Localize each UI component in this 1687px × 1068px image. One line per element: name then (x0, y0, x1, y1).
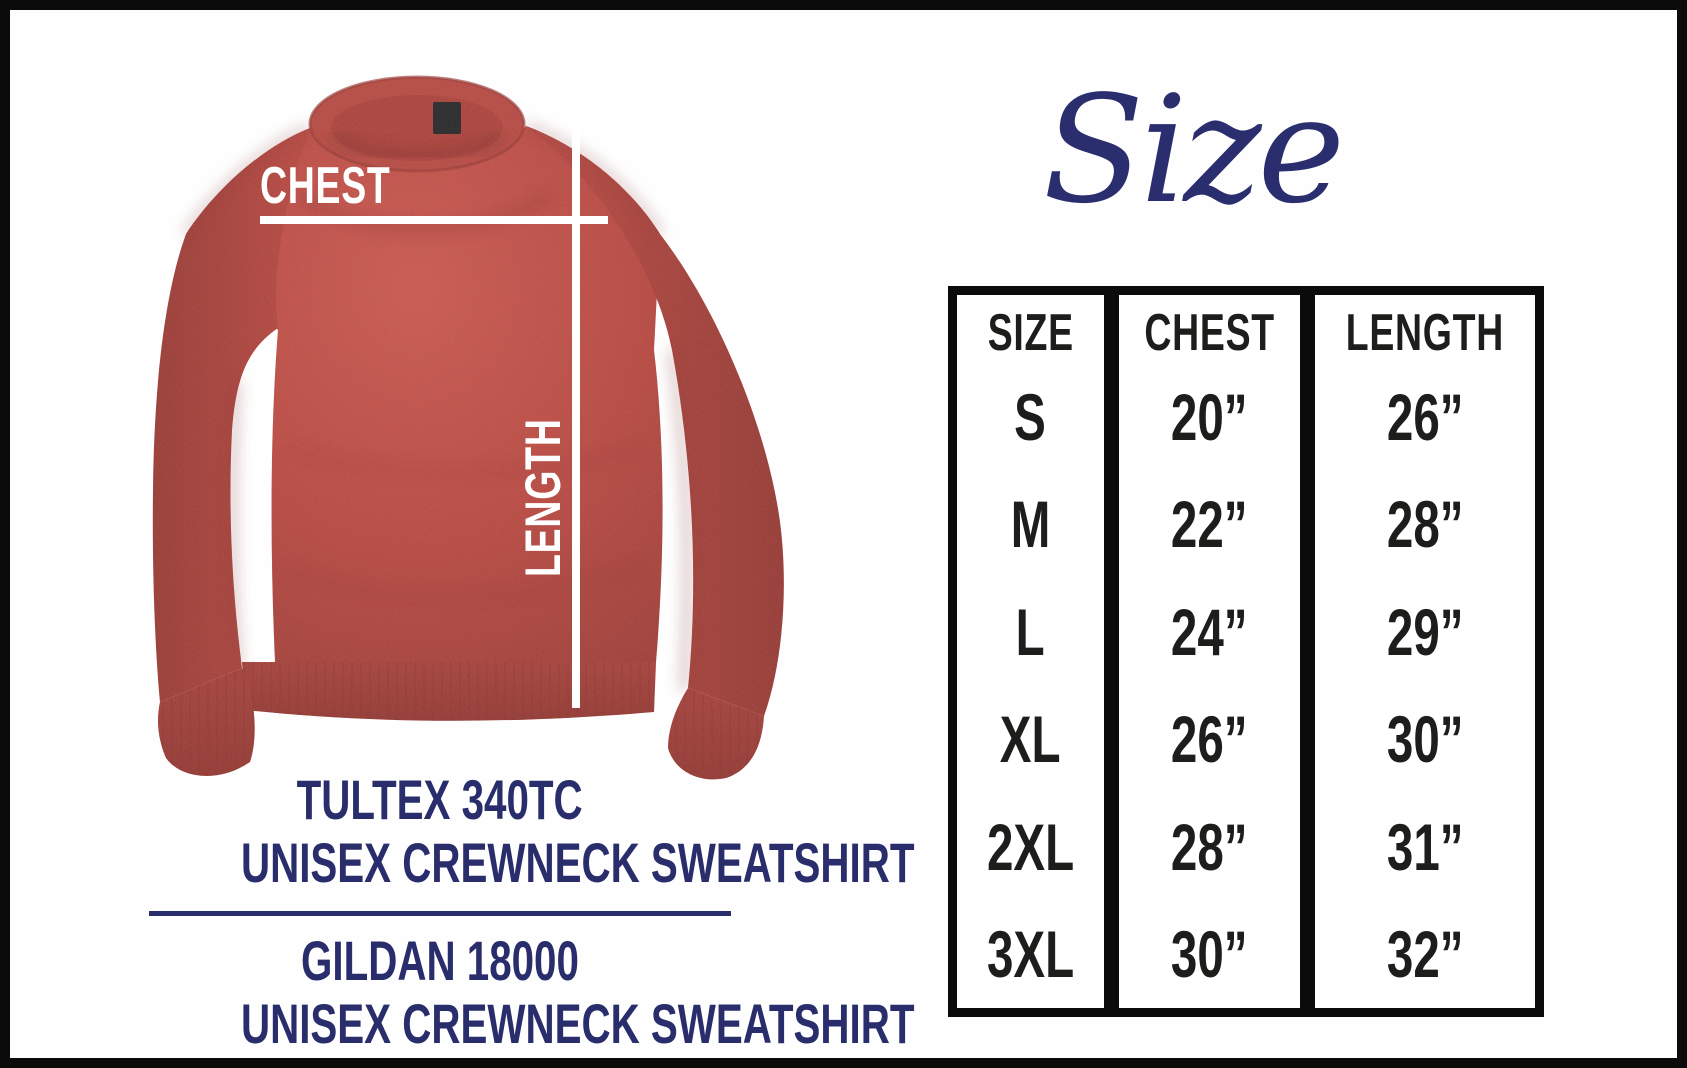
size-cell: 3XL (986, 917, 1075, 992)
length-measure-label: LENGTH (515, 418, 571, 577)
product-divider-line (149, 911, 731, 916)
chest-measure-label: CHEST (260, 160, 441, 212)
product-style-gildan: UNISEX CREWNECK SWEATSHIRT (240, 992, 915, 1055)
column-header-size: SIZE (987, 304, 1074, 362)
page-background: CHEST LENGTH TULTEX 340TC UNISEX CREWNEC… (10, 10, 1677, 1058)
product-name-gildan: GILDAN 18000 (301, 929, 579, 992)
length-cell: 32” (1386, 917, 1464, 992)
chest-cell: 22” (1171, 487, 1248, 562)
chest-measure-label-text: CHEST (260, 157, 391, 215)
product-names-block: TULTEX 340TC UNISEX CREWNECK SWEATSHIRT … (110, 768, 915, 1055)
size-cell: L (1015, 594, 1046, 669)
size-cell: S (1014, 379, 1047, 454)
column-header-chest: CHEST (1144, 304, 1275, 362)
chest-cell: 20” (1171, 379, 1248, 454)
size-cell: 2XL (986, 809, 1075, 884)
size-cell: M (1010, 487, 1051, 562)
length-cell: 31” (1386, 809, 1464, 884)
chest-cell: 28” (1171, 809, 1248, 884)
product-name-tultex: TULTEX 340TC (296, 768, 584, 831)
chest-measure-line (260, 216, 608, 224)
size-table-column-size: SIZE S M L XL 2XL 3XL (950, 288, 1111, 1015)
length-measure-label-text: LENGTH (515, 418, 571, 577)
chest-cell: 30” (1171, 917, 1248, 992)
chest-cell: 24” (1171, 594, 1248, 669)
length-cell: 28” (1386, 487, 1464, 562)
length-cell: 26” (1386, 379, 1464, 454)
length-cell: 29” (1386, 594, 1464, 669)
product-style-tultex: UNISEX CREWNECK SWEATSHIRT (240, 831, 915, 894)
chest-cell: 26” (1171, 702, 1248, 777)
size-table-column-length: LENGTH 26” 28” 29” 30” 31” 32” (1308, 288, 1542, 1015)
size-cell: XL (1000, 702, 1061, 777)
length-measure-line (572, 123, 580, 708)
column-header-length: LENGTH (1346, 304, 1505, 362)
sweatshirt-photo (152, 75, 784, 780)
length-cell: 30” (1386, 702, 1464, 777)
size-table-column-chest: CHEST 20” 22” 24” 26” 28” 30” (1111, 288, 1308, 1015)
size-table: SIZE S M L XL 2XL 3XL CHEST 20” 22” 24” … (948, 286, 1544, 1017)
